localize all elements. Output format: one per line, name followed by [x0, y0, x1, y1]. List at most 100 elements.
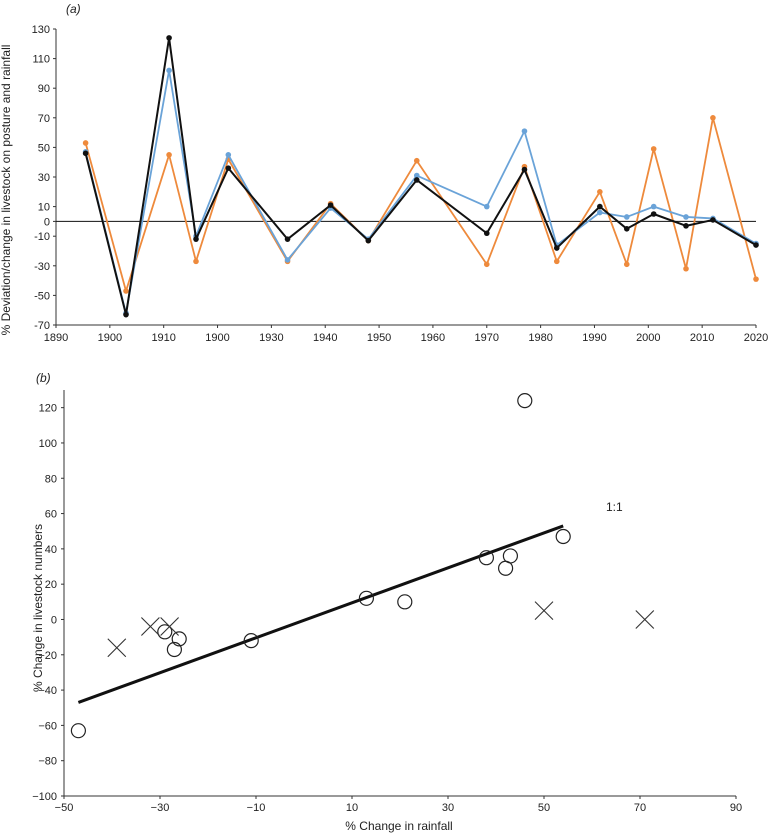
panel-a-y-tick-label: -70 — [34, 320, 50, 332]
panel-b-y-ticks: −100 −80 −60 −40 −20 0 20 40 60 80 100 120 — [32, 403, 64, 803]
panel-a-series-point-1 — [166, 152, 172, 158]
scatter-circle-point — [397, 594, 413, 610]
panel-a-series-point-3 — [284, 236, 291, 242]
panel-b-y-tick-label: −80 — [38, 756, 57, 768]
panel-b-x-tick-label: 10 — [346, 802, 358, 814]
panel-a-series-point-2 — [483, 203, 490, 210]
panel-a-series-point-1 — [82, 140, 89, 146]
panel-a-x-tick-label: 1950 — [367, 332, 391, 344]
scatter-circle-point — [70, 723, 87, 739]
panel-b-y-tick-label: −40 — [38, 685, 57, 697]
panel-a-y-tick-label: 70 — [38, 113, 50, 125]
panel-a-x-tick-label: 1940 — [313, 332, 337, 344]
panel-a-series-point-1 — [413, 157, 420, 164]
panel-b-y-tick-label: 80 — [45, 473, 57, 485]
panel-b-y-tick-label: 120 — [39, 403, 57, 415]
panel-a-series-point-3 — [710, 217, 716, 223]
panel-a-series-point-3 — [521, 166, 528, 173]
panel-a-x-tick-label: 1990 — [582, 332, 606, 344]
panel-b-y-tick-label: −100 — [32, 791, 57, 803]
scatter-cross-point — [160, 617, 179, 636]
panel-a-y-tick-label: -50 — [34, 290, 50, 302]
panel-label-a: (a) — [66, 2, 81, 16]
panel-b-x-tick-label: −10 — [247, 802, 266, 814]
panel-a-series-point-3 — [753, 242, 759, 248]
panel-a-series-point-1 — [650, 146, 657, 152]
panel-a-series-point-1 — [753, 276, 759, 282]
panel-label-b: (b) — [36, 371, 51, 385]
panel-b-x-tick-label: −50 — [55, 802, 74, 814]
panel-b-x-tick-label: 50 — [538, 802, 550, 814]
panel-a-y-ticks: -70 -50 -30 -10 0 10 30 50 70 90 110 130 — [32, 24, 56, 332]
panel-a-y-tick-label: -30 — [34, 261, 50, 273]
panel-a-series-point-2 — [597, 209, 603, 216]
panel-a-x-tick-label: 1900 — [205, 332, 229, 344]
scatter-chart-panel-b: (b) % Change in livestock numbers % Chan… — [31, 371, 742, 833]
panel-a-series-point-2 — [650, 203, 657, 210]
panel-a-y-tick-label: 30 — [38, 172, 50, 184]
panel-b-x-tick-label: 70 — [634, 802, 646, 814]
panel-a-y-tick-label: 10 — [38, 202, 50, 214]
panel-a-x-tick-label: 2010 — [690, 332, 714, 344]
scatter-circle-point — [171, 631, 187, 647]
panel-a-series-point-1 — [483, 261, 490, 268]
panel-a-series-point-2 — [225, 152, 232, 158]
panel-b-x-tick-label: −30 — [151, 802, 170, 814]
panel-b-x-tick-label: 90 — [730, 802, 742, 814]
scatter-cross-point — [107, 638, 127, 658]
panel-a-x-tick-label: 2000 — [636, 332, 660, 344]
panel-a-series-point-3 — [683, 223, 689, 229]
panel-a-x-tick-label: 1910 — [151, 332, 175, 344]
panel-a-series-point-3 — [225, 165, 232, 171]
scatter-circle-point — [517, 392, 533, 409]
panel-a-x-tick-label: 1970 — [475, 332, 499, 344]
panel-a-y-tick-label: 0 — [44, 216, 50, 228]
scatter-circle-point — [502, 548, 518, 564]
panel-a-series-point-1 — [623, 261, 630, 268]
panel-a-series-point-2 — [623, 214, 630, 220]
panel-a-series-point-2 — [166, 67, 172, 74]
panel-a-x-tick-label: 1930 — [259, 332, 283, 344]
panel-b-y-tick-label: 60 — [45, 509, 57, 521]
panel-a-series-point-2 — [413, 172, 420, 179]
panel-a-series-point-1 — [683, 265, 689, 272]
panel-a-x-tick-label: 1980 — [528, 332, 552, 344]
panel-a-series-point-1 — [710, 115, 716, 121]
panel-a-y-tick-label: 90 — [38, 83, 50, 95]
panel-a-series-point-3 — [413, 177, 420, 183]
panel-a-y-tick-label: -10 — [34, 231, 50, 243]
panel-b-y-tick-label: 0 — [51, 614, 57, 626]
panel-a-series-point-3 — [193, 236, 199, 242]
panel-b-y-tick-label: 20 — [45, 579, 57, 591]
scatter-circle-point — [243, 633, 259, 649]
one-to-one-annotation: 1:1 — [606, 500, 623, 514]
scatter-circle-point — [478, 550, 494, 566]
panel-a-y-tick-label: 50 — [38, 142, 50, 154]
panel-a-series-point-2 — [521, 128, 528, 134]
panel-b-x-tick-label: 30 — [442, 802, 454, 814]
panel-b-xlabel: % Change in rainfall — [345, 819, 452, 833]
scatter-circle-point — [555, 528, 571, 545]
panel-a-series-point-3 — [82, 150, 89, 157]
panel-a-series-line-3 — [84, 36, 757, 316]
panel-b-ylabel: % Change in livestock numbers — [31, 524, 45, 692]
panel-a-series-point-3 — [623, 226, 630, 232]
panel-a-x-tick-label: 1890 — [44, 332, 68, 344]
panel-b-y-tick-label: 100 — [39, 438, 57, 450]
scatter-cross-point — [534, 601, 554, 621]
panel-a-x-ticks: 1890 1900 1910 1900 1930 1940 1950 1960 1970 1980… — [44, 325, 768, 344]
panel-a-series-point-1 — [193, 258, 199, 265]
panel-b-x-ticks: −50 −30 −10 10 30 50 70 90 — [55, 796, 742, 814]
panel-a-x-tick-label: 1900 — [98, 332, 122, 344]
scatter-circle-point — [166, 641, 182, 658]
panel-a-series-point-3 — [327, 202, 334, 208]
line-chart-panel-a: (a) % Deviation/change in livestock on p… — [0, 2, 768, 344]
scatter-cross-point — [635, 610, 655, 629]
panel-a-series-point-1 — [597, 189, 603, 195]
panel-a-series-line-1 — [84, 116, 757, 292]
panel-a-ylabel: % Deviation/change in livestock on postu… — [0, 45, 13, 336]
scatter-circle-point — [157, 624, 173, 640]
scatter-circle-point — [358, 590, 374, 606]
panel-a-series-point-3 — [650, 211, 657, 217]
